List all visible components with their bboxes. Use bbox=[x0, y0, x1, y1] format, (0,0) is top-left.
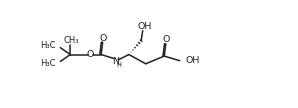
Text: OH: OH bbox=[186, 56, 200, 65]
Text: OH: OH bbox=[138, 22, 152, 31]
Text: O: O bbox=[100, 34, 107, 43]
Text: O: O bbox=[163, 35, 170, 44]
Text: H: H bbox=[117, 62, 121, 68]
Text: O: O bbox=[87, 50, 94, 59]
Text: N: N bbox=[112, 57, 119, 66]
Text: CH₃: CH₃ bbox=[63, 36, 79, 45]
Text: H₃C: H₃C bbox=[40, 59, 56, 68]
Text: H₃C: H₃C bbox=[40, 41, 56, 50]
